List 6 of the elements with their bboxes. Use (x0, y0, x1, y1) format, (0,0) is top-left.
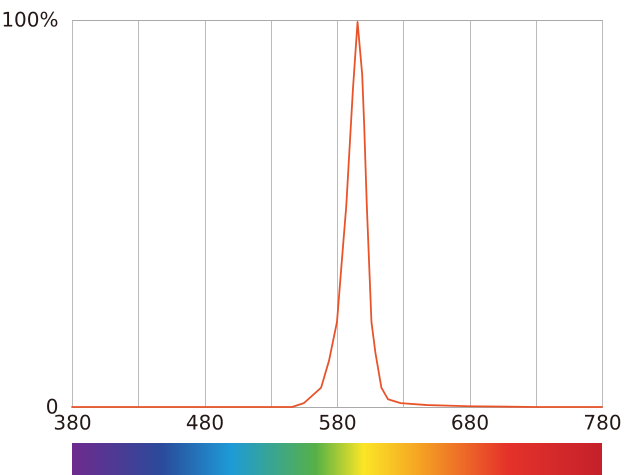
line-series (71, 21, 603, 408)
y-tick-label: 100% (1, 8, 58, 32)
x-tick-label: 680 (450, 410, 490, 434)
x-tick-label: 480 (186, 410, 224, 434)
x-tick-label: 580 (318, 410, 357, 434)
x-tick-label: 780 (583, 410, 622, 434)
